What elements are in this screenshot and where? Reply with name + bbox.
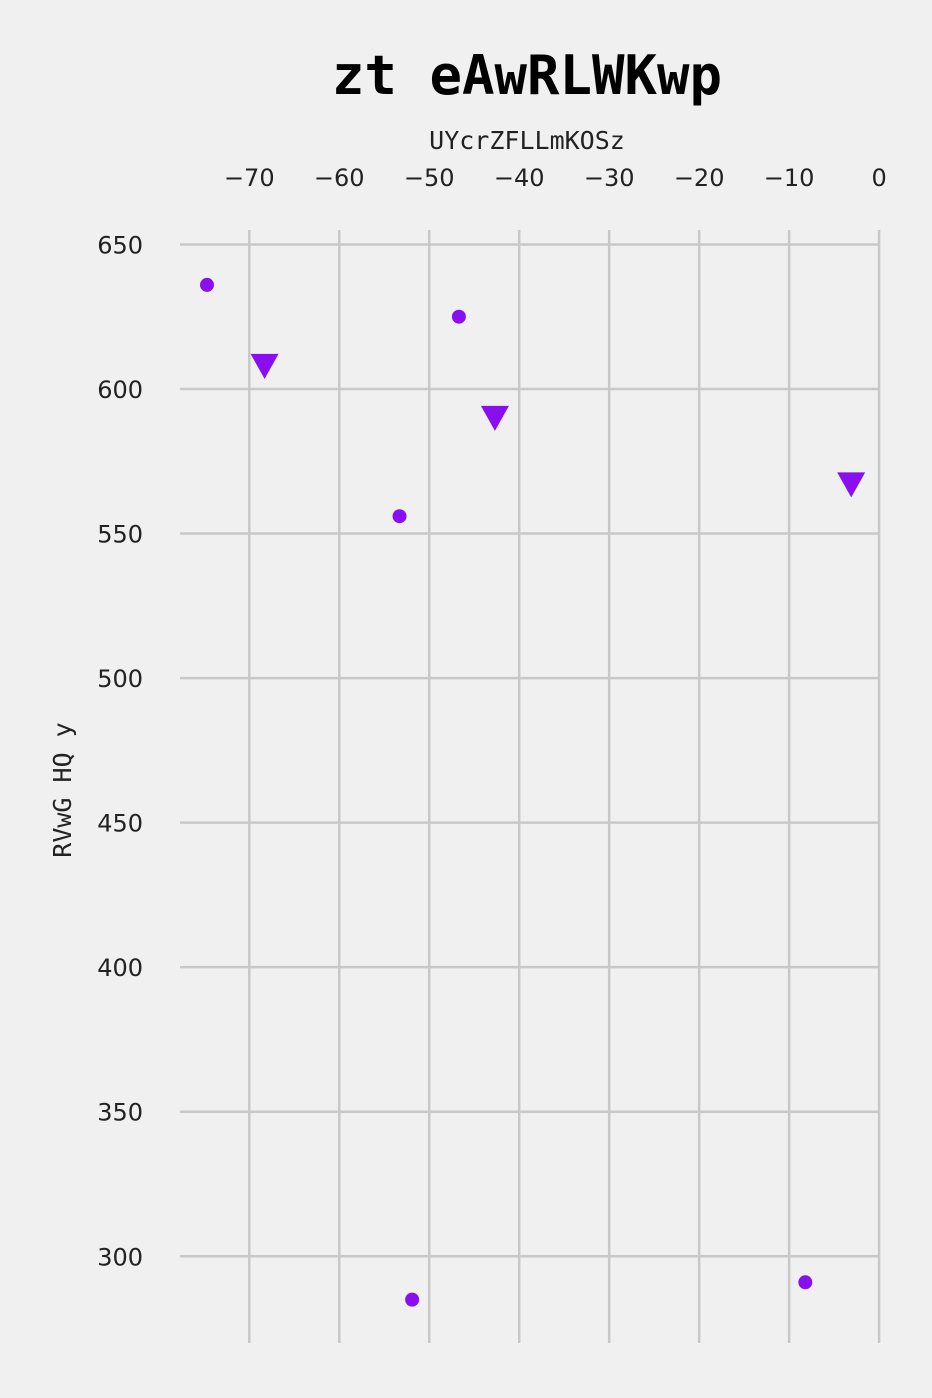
x-tick-label: 0 bbox=[871, 164, 886, 192]
y-tick-label: 350 bbox=[97, 1099, 143, 1127]
x-tick-label: −40 bbox=[494, 164, 545, 192]
x-tick-label: −30 bbox=[584, 164, 635, 192]
y-tick-label: 300 bbox=[97, 1243, 143, 1271]
data-point-circle bbox=[798, 1275, 813, 1290]
data-point-triangle bbox=[250, 353, 279, 379]
x-tick-label: −50 bbox=[404, 164, 455, 192]
data-point-circle bbox=[199, 277, 214, 292]
x-tick-label: −20 bbox=[674, 164, 725, 192]
y-tick-label: 450 bbox=[97, 810, 143, 838]
y-tick-label: 400 bbox=[97, 954, 143, 982]
data-point-circle bbox=[405, 1292, 420, 1307]
y-tick-label: 550 bbox=[97, 521, 143, 549]
y-tick-label: 650 bbox=[97, 231, 143, 259]
data-point-triangle bbox=[480, 405, 509, 431]
x-axis-label: UYcrZFLLmKOSz bbox=[429, 126, 625, 155]
y-tick-label: 600 bbox=[97, 376, 143, 404]
y-axis-ticks: 300 350 400 450 500 550 600 650 bbox=[97, 231, 143, 1271]
grid bbox=[180, 230, 881, 1343]
data-points bbox=[199, 277, 866, 1307]
x-tick-label: −60 bbox=[314, 164, 365, 192]
x-tick-label: −70 bbox=[224, 164, 275, 192]
y-axis-label: RVwG HQ y bbox=[48, 722, 77, 857]
chart-title: zt eAwRLWKwp bbox=[332, 44, 722, 107]
x-axis-ticks: −70 −60 −50 −40 −30 −20 −10 0 bbox=[224, 164, 887, 192]
data-point-triangle bbox=[837, 472, 866, 498]
y-tick-label: 500 bbox=[97, 665, 143, 693]
data-point-circle bbox=[392, 509, 407, 524]
data-point-circle bbox=[451, 309, 466, 324]
x-tick-label: −10 bbox=[764, 164, 815, 192]
